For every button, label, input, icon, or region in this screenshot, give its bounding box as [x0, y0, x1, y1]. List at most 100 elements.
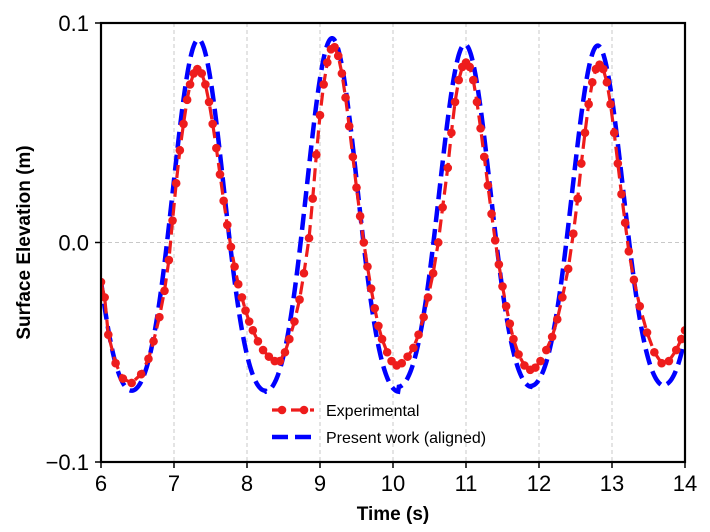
data-point-experimental	[285, 334, 294, 344]
data-point-experimental	[280, 347, 290, 357]
series-line-present-work	[101, 36, 685, 395]
data-point-experimental	[552, 315, 562, 324]
data-point-experimental	[664, 356, 674, 366]
data-point-experimental	[168, 216, 177, 225]
data-point-experimental	[290, 317, 299, 326]
data-point-experimental	[204, 97, 214, 107]
data-point-experimental	[363, 262, 372, 271]
y-tick-label: 0.0	[58, 231, 89, 256]
data-point-experimental	[127, 378, 136, 388]
data-point-experimental	[299, 268, 309, 278]
data-point-experimental	[465, 62, 474, 72]
data-point-experimental	[558, 293, 567, 302]
data-point-experimental	[509, 334, 518, 344]
data-point-experimental	[547, 332, 557, 342]
data-point-experimental	[136, 369, 146, 379]
data-point-experimental	[315, 110, 325, 120]
data-point-experimental	[454, 75, 464, 85]
plot-area	[101, 36, 685, 395]
data-point-experimental	[677, 334, 685, 344]
data-point-experimental	[542, 345, 551, 355]
data-point-experimental	[629, 275, 639, 285]
data-point-experimental	[118, 374, 128, 383]
data-point-experimental	[438, 203, 447, 212]
data-point-experimental	[377, 334, 387, 344]
x-tick-label: 11	[455, 471, 478, 496]
data-point-experimental	[584, 99, 593, 109]
data-point-experimental	[160, 286, 169, 296]
data-point-experimental	[505, 319, 515, 329]
data-point-experimental	[215, 170, 225, 179]
data-point-experimental	[197, 69, 207, 78]
data-point-experimental	[348, 152, 358, 162]
data-point-experimental	[624, 246, 634, 256]
data-point-experimental	[397, 358, 407, 368]
data-point-experimental	[414, 330, 423, 339]
legend-marker-experimental	[299, 405, 309, 415]
legend-entry-present-work: Present work (aligned)	[272, 430, 486, 447]
data-point-experimental	[366, 284, 376, 293]
data-point-experimental	[337, 69, 347, 78]
data-point-experimental	[323, 58, 332, 67]
data-point-experimental	[330, 42, 339, 52]
data-point-experimental	[428, 268, 438, 278]
x-axis-title: Time (s)	[357, 504, 430, 525]
data-point-experimental	[580, 128, 590, 138]
data-point-experimental	[258, 345, 268, 355]
x-tick-label: 6	[95, 471, 107, 496]
data-point-experimental	[179, 119, 188, 129]
data-point-experimental	[469, 75, 478, 85]
data-point-experimental	[374, 321, 383, 331]
data-point-experimental	[450, 97, 460, 107]
data-point-experimental	[569, 229, 578, 239]
data-point-experimental	[222, 220, 232, 230]
data-point-experimental	[472, 97, 482, 107]
data-point-experimental	[201, 80, 210, 89]
y-tick-label: 0.1	[58, 11, 89, 36]
data-point-experimental	[423, 293, 433, 302]
data-point-experimental	[101, 293, 109, 302]
data-point-experimental	[573, 194, 582, 203]
data-point-experimental	[476, 124, 485, 133]
data-point-experimental	[602, 77, 612, 87]
axis-ticks	[95, 22, 686, 468]
data-point-experimental	[233, 279, 243, 289]
data-point-experimental	[219, 196, 228, 206]
data-point-experimental	[494, 260, 504, 269]
data-point-experimental	[370, 304, 380, 313]
data-point-experimental	[344, 121, 354, 131]
x-tick-label: 7	[168, 471, 180, 496]
data-point-experimental	[355, 211, 365, 221]
data-point-experimental	[237, 293, 247, 302]
data-point-experimental	[650, 347, 659, 357]
x-tick-label: 9	[314, 471, 326, 496]
data-point-experimental	[613, 159, 623, 168]
data-point-experimental	[304, 233, 314, 243]
data-point-experimental	[244, 317, 254, 326]
y-tick-labels: −0.1 0.0 0.1	[46, 11, 89, 475]
x-tick-label: 14	[673, 471, 697, 496]
y-axis-title: Surface Elevation (m)	[14, 145, 35, 339]
data-point-experimental	[598, 64, 608, 74]
x-tick-label: 12	[527, 471, 551, 496]
data-point-experimental	[275, 356, 285, 366]
data-point-experimental	[419, 312, 428, 322]
data-point-experimental	[144, 354, 153, 364]
legend-entry-experimental: Experimental	[272, 403, 419, 420]
data-point-experimental	[226, 242, 236, 252]
data-point-experimental	[253, 336, 263, 346]
data-point-experimental	[212, 143, 221, 153]
data-point-experimental	[230, 262, 239, 271]
data-point-experimental	[382, 347, 392, 357]
grid	[101, 23, 685, 462]
data-point-experimental	[642, 328, 652, 337]
data-point-experimental	[490, 236, 500, 245]
data-point-experimental	[520, 361, 529, 370]
x-tick-labels: 6 7 8 9 10 11 12 13 14	[95, 471, 697, 496]
data-point-experimental	[171, 178, 181, 188]
legend-marker-experimental	[277, 405, 287, 415]
data-point-experimental	[185, 80, 195, 89]
y-tick-label: −0.1	[46, 450, 89, 475]
data-point-experimental	[403, 352, 412, 361]
data-point-experimental	[487, 209, 496, 219]
